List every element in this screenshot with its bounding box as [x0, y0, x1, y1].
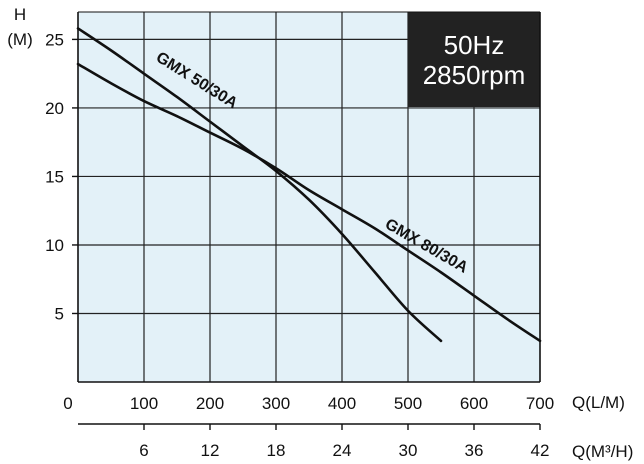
x2-tick-label: 18: [267, 441, 286, 460]
y-tick-label: 15: [45, 167, 64, 186]
x-tick-label: 0: [63, 394, 72, 413]
x2-axis-label: Q(M³/H): [572, 442, 633, 461]
y-tick-label: 20: [45, 99, 64, 118]
x-tick-label: 600: [460, 394, 488, 413]
x-tick-label: 300: [262, 394, 290, 413]
x-tick-label: 700: [526, 394, 554, 413]
x-tick-label: 200: [196, 394, 224, 413]
x2-tick-label: 30: [399, 441, 418, 460]
series-curve-2: [76, 62, 542, 343]
y-tick-label: 25: [45, 30, 64, 49]
y-tick-label: 10: [45, 236, 64, 255]
plot-frame: [77, 11, 541, 383]
secondary-x-axis: 6 12 18 24 30 36 42: [78, 423, 550, 460]
x-axis-ticks: 0 100 200 300 400 500 600 700: [63, 394, 554, 413]
x2-tick-label: 12: [201, 441, 220, 460]
info-box-background: [408, 12, 540, 107]
x2-tick-label: 42: [531, 441, 550, 460]
x2-tick-label: 6: [139, 441, 148, 460]
info-box-frequency: 50Hz: [444, 30, 505, 60]
info-box-speed: 2850rpm: [423, 60, 526, 90]
x2-tick-label: 36: [465, 441, 484, 460]
y-tick-label: 5: [55, 304, 64, 323]
x-tick-label: 500: [394, 394, 422, 413]
y-axis-label-unit: (M): [7, 30, 32, 49]
series-curves: [76, 27, 542, 343]
x-tick-label: 100: [130, 394, 158, 413]
y-axis-ticks: 5 10 15 20 25: [45, 30, 78, 323]
y-axis-label-top: H: [14, 5, 26, 24]
info-box: 50Hz 2850rpm: [408, 12, 540, 107]
x-axis-label: Q(L/M): [572, 393, 625, 412]
x-tick-label: 400: [328, 394, 356, 413]
x2-tick-label: 24: [333, 441, 352, 460]
